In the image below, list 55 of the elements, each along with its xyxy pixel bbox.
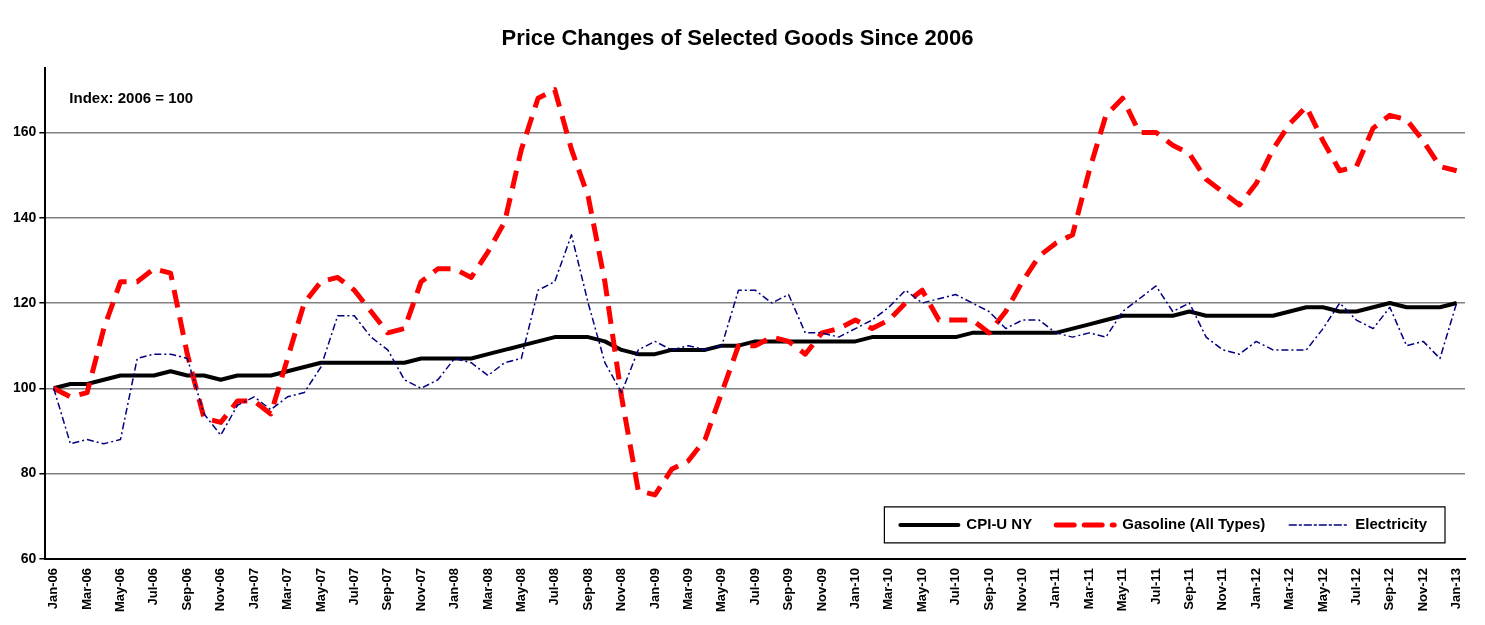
x-tick-label: Sep-07: [379, 567, 395, 611]
x-tick-label: Jan-09: [646, 567, 662, 610]
y-tick-label: 60: [20, 549, 37, 566]
x-tick-label: Jan-12: [1247, 567, 1263, 610]
chart-title: Price Changes of Selected Goods Since 2006: [501, 25, 974, 51]
y-tick-label: 140: [13, 208, 37, 225]
x-tick-label: Jul-08: [546, 567, 562, 606]
x-tick-label: May-07: [312, 567, 328, 612]
x-tick-label: Jan-07: [245, 567, 261, 610]
x-tick-label: Sep-08: [579, 567, 595, 611]
x-tick-label: Sep-06: [178, 567, 194, 611]
x-tick-label: Jan-10: [846, 567, 862, 610]
x-tick-label: Nov-11: [1214, 567, 1230, 611]
x-tick-label: Mar-10: [880, 567, 896, 610]
x-tick-label: Nov-08: [613, 567, 629, 612]
x-tick-label: Jul-07: [345, 567, 361, 606]
x-tick-label: May-10: [913, 567, 929, 612]
x-tick-label: Jan-08: [446, 567, 462, 610]
x-tick-label: May-09: [713, 567, 729, 612]
x-tick-label: Mar-12: [1281, 567, 1297, 610]
x-tick-label: Nov-12: [1414, 567, 1430, 612]
x-tick-label: Mar-11: [1080, 567, 1096, 610]
y-tick-label: 80: [20, 464, 37, 481]
x-tick-label: Mar-07: [279, 567, 295, 610]
x-tick-label: May-08: [512, 567, 528, 612]
x-tick-label: Nov-07: [412, 567, 428, 612]
x-tick-label: Nov-09: [813, 567, 829, 612]
legend-label: CPI-U NY: [966, 515, 1033, 533]
x-tick-label: May-06: [112, 567, 128, 612]
x-tick-label: May-12: [1314, 567, 1330, 612]
line-series: [52, 234, 1458, 445]
x-tick-label: Sep-09: [780, 567, 796, 611]
annotation: Index: 2006 = 100: [69, 88, 194, 106]
y-tick-label: 100: [13, 379, 37, 396]
legend-label: Electricity: [1355, 515, 1428, 533]
x-tick-label: Jan-06: [45, 567, 61, 610]
x-tick-label: Jul-09: [746, 567, 762, 606]
x-tick-label: Sep-12: [1381, 567, 1397, 611]
x-tick-label: Mar-06: [78, 567, 94, 610]
x-tick-label: Nov-10: [1013, 567, 1029, 612]
x-tick-label: Jul-10: [947, 567, 963, 606]
x-tick-label: Sep-10: [980, 567, 996, 611]
x-tick-label: Jul-11: [1147, 567, 1163, 605]
x-tick-label: Nov-06: [212, 567, 228, 612]
x-tick-label: Sep-11: [1181, 567, 1196, 610]
x-tick-label: Jul-06: [145, 567, 161, 606]
legend-label: Gasoline (All Types): [1122, 515, 1266, 533]
x-tick-label: Mar-09: [679, 567, 695, 610]
x-tick-label: Jan-11: [1047, 567, 1063, 609]
y-tick-label: 160: [13, 123, 37, 140]
x-tick-label: Mar-08: [479, 567, 495, 610]
y-tick-label: 120: [13, 293, 37, 310]
x-tick-label: Jan-13: [1448, 567, 1464, 610]
x-tick-label: May-11: [1114, 567, 1130, 612]
x-tick-label: Jul-12: [1348, 567, 1364, 606]
